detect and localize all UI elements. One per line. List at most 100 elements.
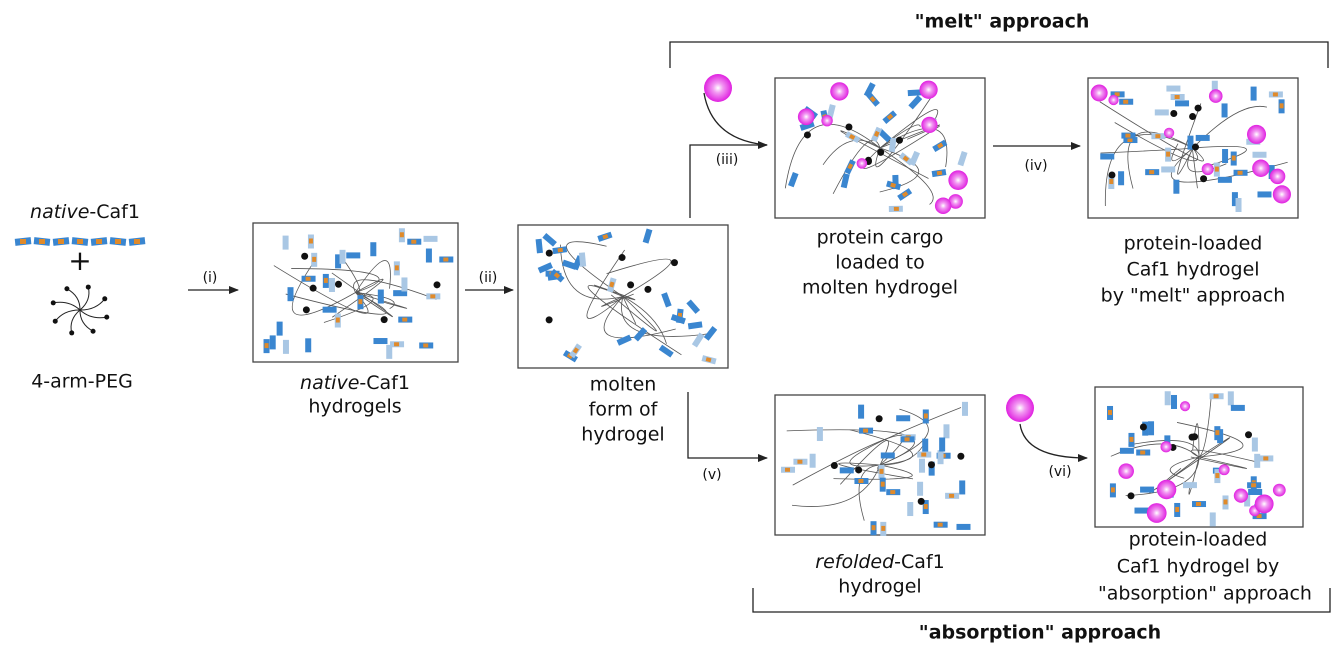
caf1-subunit: [1171, 395, 1177, 409]
caf1-tag: [1109, 179, 1113, 184]
diagram: native-Caf1 + 4-arm-PEG (i) (ii) (iii) (…: [0, 0, 1340, 645]
caf1-subunit: [401, 277, 407, 291]
subunit-tag: [115, 239, 121, 244]
caption: protein-loaded: [1129, 529, 1268, 551]
caf1-tag: [785, 468, 790, 472]
crosslink: [957, 453, 964, 460]
protein-cargo: [1255, 494, 1274, 513]
protein-cargo: [1157, 480, 1176, 499]
protein-cargo: [1147, 503, 1167, 523]
caf1-subunit: [370, 242, 376, 256]
step-label: (v): [702, 467, 721, 483]
approach-title: "absorption" approach: [919, 622, 1161, 644]
caf1-subunit: [943, 424, 949, 438]
caption: Caf1 hydrogel by: [1117, 556, 1279, 578]
caf1-tag: [336, 318, 340, 323]
caf1-tag: [411, 240, 416, 244]
caf1-tag: [1196, 502, 1201, 506]
caf1-subunit: [1231, 405, 1245, 411]
caf1-subunit: [1140, 487, 1154, 493]
caf1-subunit: [840, 467, 854, 473]
crosslink: [434, 281, 441, 288]
step-label: (iii): [716, 152, 739, 168]
protein-cargo: [935, 197, 951, 213]
caf1-subunit: [1165, 391, 1171, 405]
caf1-subunit: [1254, 454, 1260, 468]
label-rest: -Caf1: [894, 551, 945, 573]
caf1-subunit: [1210, 512, 1216, 526]
caf1-subunit: [1183, 482, 1197, 488]
caf1-tag: [949, 494, 954, 498]
peg-end: [104, 315, 109, 320]
label-italic: native: [30, 201, 89, 223]
subunit-tag: [39, 239, 45, 244]
caf1-subunit: [1218, 177, 1232, 183]
label-rest: -Caf1: [89, 201, 140, 223]
peg-label: 4-arm-PEG: [31, 371, 133, 393]
crosslink: [1245, 431, 1252, 438]
crosslink: [619, 254, 626, 261]
crosslink: [301, 253, 308, 260]
caf1-subunit: [329, 278, 335, 292]
caf1-tag: [443, 258, 448, 262]
caf1-tag: [430, 294, 435, 298]
caf1-subunit: [919, 459, 925, 473]
caf1-tag: [1273, 92, 1278, 96]
crosslink: [381, 316, 388, 323]
caption: form of: [589, 399, 659, 421]
crosslink: [627, 281, 634, 288]
crosslink: [831, 462, 838, 469]
peg-arm: [55, 310, 80, 321]
crosslink: [876, 415, 883, 422]
label-italic: refolded: [815, 551, 895, 573]
caf1-tag: [1215, 473, 1219, 478]
label-italic: native: [300, 372, 359, 394]
peg-arm: [80, 299, 105, 310]
protein-cargo: [821, 115, 832, 126]
peg-end: [91, 329, 96, 334]
caf1-subunit: [1252, 438, 1258, 452]
peg-star: [51, 285, 109, 336]
caf1-subunit: [1257, 191, 1271, 197]
caf1-tag: [358, 299, 362, 304]
caf1-subunit: [1222, 103, 1228, 117]
step-label: (ii): [479, 270, 498, 286]
peg-arm: [71, 310, 80, 333]
caf1-subunit: [323, 307, 337, 313]
caf1-tag: [797, 460, 802, 464]
crosslink: [896, 137, 903, 144]
protein-cargo: [1273, 185, 1291, 203]
caf1-tag: [937, 171, 943, 176]
caf1-tag: [1175, 507, 1179, 512]
crosslink: [1191, 433, 1198, 440]
protein-cargo: [1161, 441, 1172, 452]
caf1-subunit: [305, 338, 311, 352]
step-label: (vi): [1048, 464, 1071, 480]
crosslink: [855, 466, 862, 473]
caf1-tag: [1127, 138, 1132, 142]
caf1-tag: [905, 437, 910, 441]
crosslink: [644, 286, 651, 293]
peg-end: [64, 286, 69, 291]
crosslink: [845, 123, 852, 130]
crosslink: [310, 285, 317, 292]
protein-cargo: [830, 82, 848, 100]
crosslink: [1195, 105, 1202, 112]
subunit-tag: [20, 239, 26, 244]
caf1-tag: [1129, 437, 1133, 442]
arrow: [688, 392, 767, 458]
caption: molten hydrogel: [802, 277, 958, 299]
caf1-subunit: [939, 437, 945, 451]
caption: native-Caf1: [300, 372, 410, 394]
caf1-subunit: [1134, 508, 1148, 514]
caf1-subunit: [1222, 149, 1228, 163]
caf1-subunit: [283, 236, 289, 250]
protein-cargo: [798, 108, 815, 125]
step-label: (i): [203, 270, 218, 286]
subunit-tag: [134, 239, 140, 244]
caf1-tag: [1155, 134, 1160, 138]
caf1-tag: [1251, 483, 1256, 487]
caf1-subunit: [288, 287, 294, 301]
caption: loaded to: [835, 252, 924, 274]
caf1-tag: [890, 490, 895, 494]
